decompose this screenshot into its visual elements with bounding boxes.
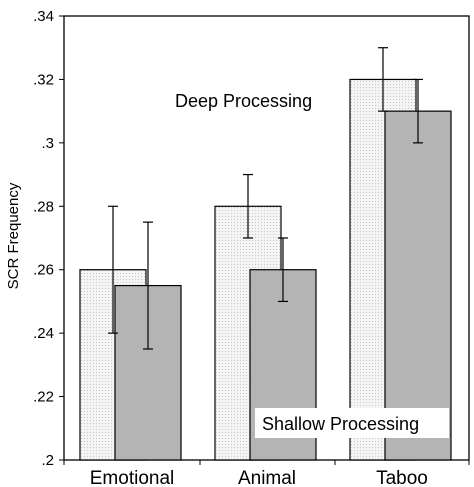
legend-label-shallow: Shallow Processing	[262, 414, 419, 434]
bar-shallow	[384, 110, 452, 461]
y-tick-label: .2	[41, 452, 54, 469]
y-tick-label: .24	[33, 325, 54, 342]
y-tick-label: .28	[33, 198, 54, 215]
x-category-label: Emotional	[90, 468, 175, 487]
y-tick-label: .26	[33, 262, 54, 279]
x-category-label: Taboo	[376, 468, 428, 487]
x-category-label: Animal	[238, 468, 296, 487]
y-tick-label: .34	[33, 8, 54, 25]
y-tick-label: .32	[33, 71, 54, 88]
legend-box-shallow: Shallow Processing	[255, 408, 449, 438]
y-tick-label: .3	[41, 135, 54, 152]
y-tick-label: .22	[33, 389, 54, 406]
y-axis-title: SCR Frequency	[5, 182, 22, 289]
legend-label-deep: Deep Processing	[175, 91, 312, 111]
